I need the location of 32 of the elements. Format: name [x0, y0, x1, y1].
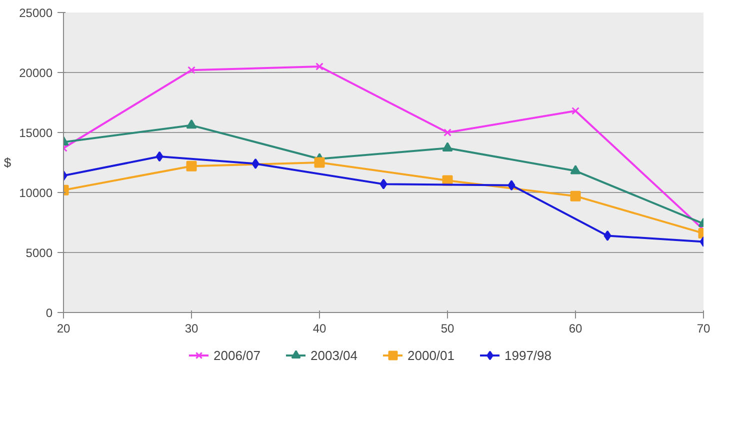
legend-label: 2006/07 [214, 348, 260, 362]
y-axis-title: $ [4, 155, 12, 170]
legend-label: 1997/98 [504, 348, 552, 362]
x-tick-label: 50 [440, 322, 454, 336]
point [570, 164, 581, 174]
point [380, 178, 388, 190]
point [604, 230, 612, 241]
point [252, 158, 260, 169]
y-tick-label: 15000 [19, 126, 53, 140]
x-tick-label: 70 [696, 322, 710, 336]
x-tick-label: 40 [312, 322, 326, 336]
point [186, 119, 197, 129]
y-tick-label: 10000 [19, 186, 53, 200]
y-tick-label: 20000 [19, 66, 53, 80]
point [186, 160, 197, 172]
x-tick-label: 20 [56, 322, 70, 336]
point [188, 66, 196, 74]
y-tick-label: 5000 [26, 246, 53, 260]
point [316, 62, 324, 70]
x-tick-label: 30 [184, 322, 198, 336]
x-tick-label: 60 [568, 322, 582, 336]
point [442, 142, 453, 152]
y-tick-label: 25000 [19, 6, 53, 20]
point [314, 157, 325, 168]
legend-label: 2003/04 [310, 348, 358, 362]
point [156, 151, 164, 162]
point [570, 190, 581, 202]
legend-label: 2000/01 [408, 348, 454, 362]
point [508, 180, 516, 191]
y-tick-label: 0 [46, 306, 53, 320]
point [444, 128, 452, 136]
point [572, 106, 580, 115]
